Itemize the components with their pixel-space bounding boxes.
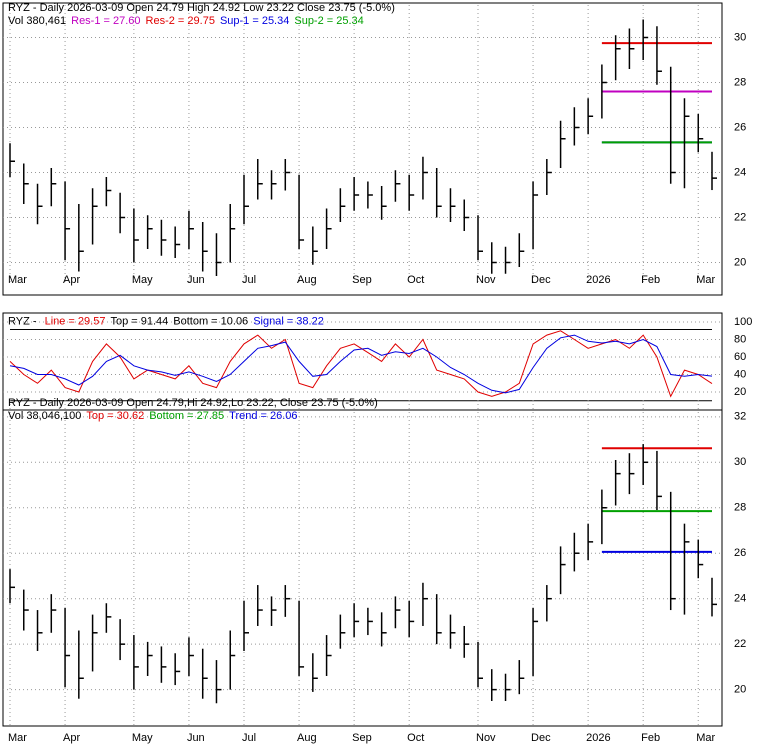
x-tick-label: Jul	[242, 732, 256, 744]
y-tick-label: 100	[734, 316, 752, 328]
y-tick-label: 20	[734, 386, 746, 398]
y-tick-label: 26	[734, 547, 746, 559]
x-tick-label: May	[132, 274, 153, 286]
y-tick-label: 24	[734, 593, 746, 605]
x-tick-label: Nov	[476, 732, 496, 744]
x-tick-label: Aug	[297, 732, 317, 744]
x-tick-label: Apr	[63, 732, 80, 744]
x-tick-label: Dec	[531, 274, 551, 286]
header-line: Vol 380,461 Res-1 = 27.60 Res-2 = 29.75 Sup…	[8, 15, 364, 27]
header-text: Line = 29.57	[45, 315, 106, 327]
x-tick-label: 2026	[586, 274, 610, 286]
x-tick-label: Oct	[407, 732, 424, 744]
header-text: Top = 30.62	[86, 410, 144, 422]
y-tick-label: 40	[734, 368, 746, 380]
y-tick-label: 24	[734, 166, 746, 178]
y-tick-label: 26	[734, 121, 746, 133]
x-tick-label: May	[132, 732, 153, 744]
x-tick-label: Feb	[641, 274, 660, 286]
header-text: RYZ -	[8, 315, 40, 327]
x-tick-label: Oct	[407, 274, 424, 286]
x-tick-label: Apr	[63, 274, 80, 286]
x-tick-label: Aug	[297, 274, 317, 286]
y-tick-label: 22	[734, 638, 746, 650]
header-text: Res-1 = 27.60	[71, 15, 140, 27]
x-tick-label: Sep	[352, 274, 372, 286]
y-tick-label: 28	[734, 76, 746, 88]
y-tick-label: 22	[734, 211, 746, 223]
header-text: Signal = 38.22	[253, 315, 324, 327]
x-tick-label: 2026	[586, 732, 610, 744]
header-line: RYZ - Daily 2026-03-09 Open 24.79,Hi 24.…	[8, 397, 378, 409]
x-tick-label: Jul	[242, 274, 256, 286]
x-tick-label: Mar	[8, 732, 27, 744]
y-tick-label: 60	[734, 351, 746, 363]
series-line	[9, 330, 713, 398]
x-tick-label: Jun	[187, 274, 205, 286]
y-tick-label: 80	[734, 333, 746, 345]
x-tick-label: Nov	[476, 274, 496, 286]
header-text: Bottom = 27.85	[149, 410, 224, 422]
y-tick-label: 30	[734, 456, 746, 468]
header-line: RYZ - Daily 2026-03-09 Open 24.79 High 2…	[8, 2, 395, 14]
header-text: Bottom = 10.06	[173, 315, 248, 327]
panel-frame	[2, 409, 723, 727]
y-tick-label: 20	[734, 256, 746, 268]
panel-frame	[2, 2, 723, 296]
series-line	[9, 334, 713, 394]
x-tick-label: Mar	[696, 732, 715, 744]
y-tick-label: 20	[734, 684, 746, 696]
header-text: Vol 38,046,100	[8, 410, 81, 422]
x-tick-label: Mar	[696, 274, 715, 286]
y-tick-label: 30	[734, 31, 746, 43]
x-tick-label: Dec	[531, 732, 551, 744]
header-text: Sup-1 = 25.34	[220, 15, 289, 27]
header-text: Trend = 26.06	[229, 410, 297, 422]
x-tick-label: Sep	[352, 732, 372, 744]
panel-frame	[2, 312, 723, 411]
header-line: Vol 38,046,100 Top = 30.62 Bottom = 27.85 T…	[8, 410, 298, 422]
x-tick-label: Feb	[641, 732, 660, 744]
y-tick-label: 28	[734, 502, 746, 514]
header-text: Res-2 = 29.75	[146, 15, 215, 27]
y-tick-label: 32	[734, 411, 746, 423]
header-text: Top = 91.44	[110, 315, 168, 327]
header-text: RYZ - Daily 2026-03-09 Open 24.79,Hi 24.…	[8, 397, 378, 409]
x-tick-label: Mar	[8, 274, 27, 286]
header-line: RYZ - Line = 29.57 Top = 91.44 Bottom = 10…	[8, 315, 324, 327]
header-text: Sup-2 = 25.34	[294, 15, 363, 27]
header-text: RYZ - Daily 2026-03-09 Open 24.79 High 2…	[8, 2, 395, 14]
header-text: Vol 380,461	[8, 15, 66, 27]
x-tick-label: Jun	[187, 732, 205, 744]
